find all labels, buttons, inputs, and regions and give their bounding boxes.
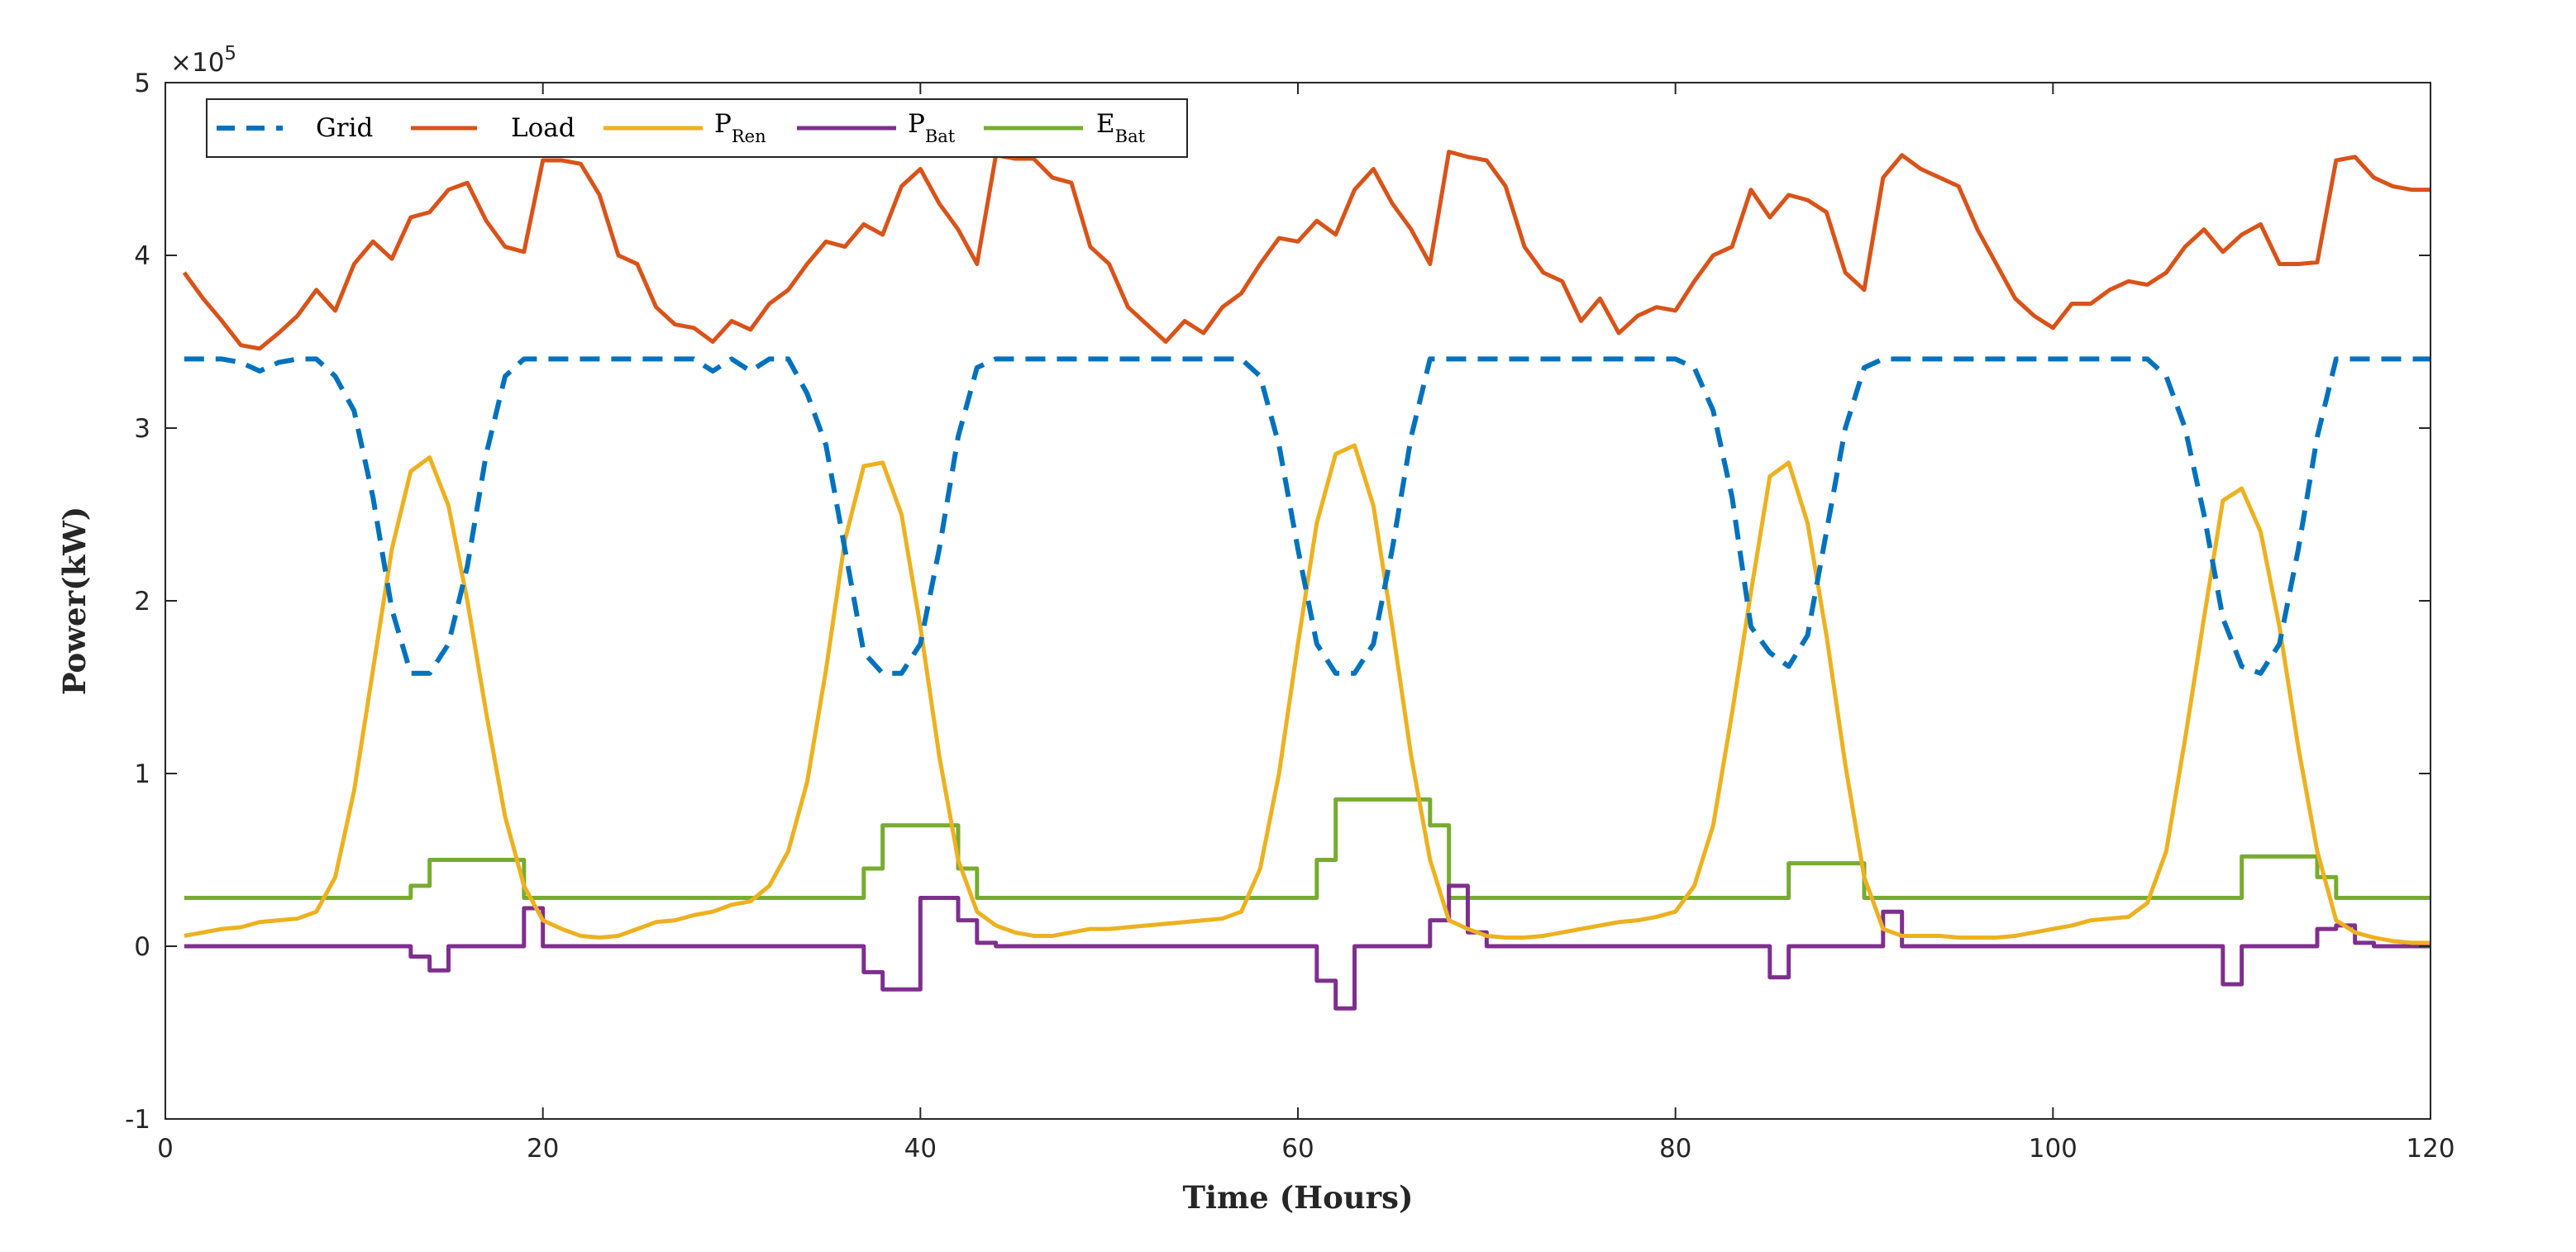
legend-label-pren: PRen [714,109,766,146]
legend-label-load: Load [511,113,575,143]
y-multiplier-base: ×10 [170,48,224,78]
y-tick-label: 5 [134,69,150,98]
legend-label-grid-main: Grid [316,113,373,143]
series-line-grid [184,356,2431,676]
y-tick-label: 2 [134,587,150,616]
legend-item-pren: PRen [603,109,766,146]
series-layer [182,150,2431,1011]
series-line-load [182,150,2431,351]
y-tick-label: 0 [134,932,150,962]
x-tick-label: 100 [2029,1134,2077,1164]
y-multiplier: ×105 [170,43,236,78]
legend-label-pren-main: P [714,109,732,139]
y-tick-label: 4 [134,241,150,271]
legend-label-pbat-sub: Bat [925,126,956,146]
legend-label-load-main: Load [511,113,575,143]
x-tick-label: 20 [527,1134,559,1164]
x-tick-label: 80 [1659,1134,1691,1164]
legend-label-grid: Grid [316,113,373,143]
y-tick-label: 3 [134,414,150,444]
legend-label-pbat-main: P [908,109,925,139]
legend: Grid Load PRen PBat EBat [206,98,1188,158]
legend-label-ebat: EBat [1096,109,1146,146]
y-multiplier-exponent: 5 [224,43,236,64]
x-tick-label: 120 [2406,1134,2454,1164]
legend-label-ebat-sub: Bat [1115,126,1146,146]
series-line-p-bat [184,883,2431,1011]
legend-item-load: Load [411,113,575,143]
x-tick-label: 40 [904,1134,937,1164]
legend-item-grid: Grid [217,113,373,143]
y-axis-title: Power(kW) [56,507,93,696]
legend-item-ebat: EBat [984,109,1146,146]
x-tick-label: 0 [157,1134,174,1164]
legend-label-ebat-main: E [1096,109,1115,139]
y-tick-label: 1 [134,759,150,789]
y-tick-label: -1 [125,1105,150,1135]
x-tick-label: 60 [1281,1134,1314,1164]
legend-label-pren-sub: Ren [732,126,766,146]
legend-label-pbat: PBat [908,109,956,146]
legend-item-pbat: PBat [797,109,956,146]
series-line-p-ren [184,443,2431,945]
x-axis-title: Time (Hours) [1182,1179,1413,1216]
